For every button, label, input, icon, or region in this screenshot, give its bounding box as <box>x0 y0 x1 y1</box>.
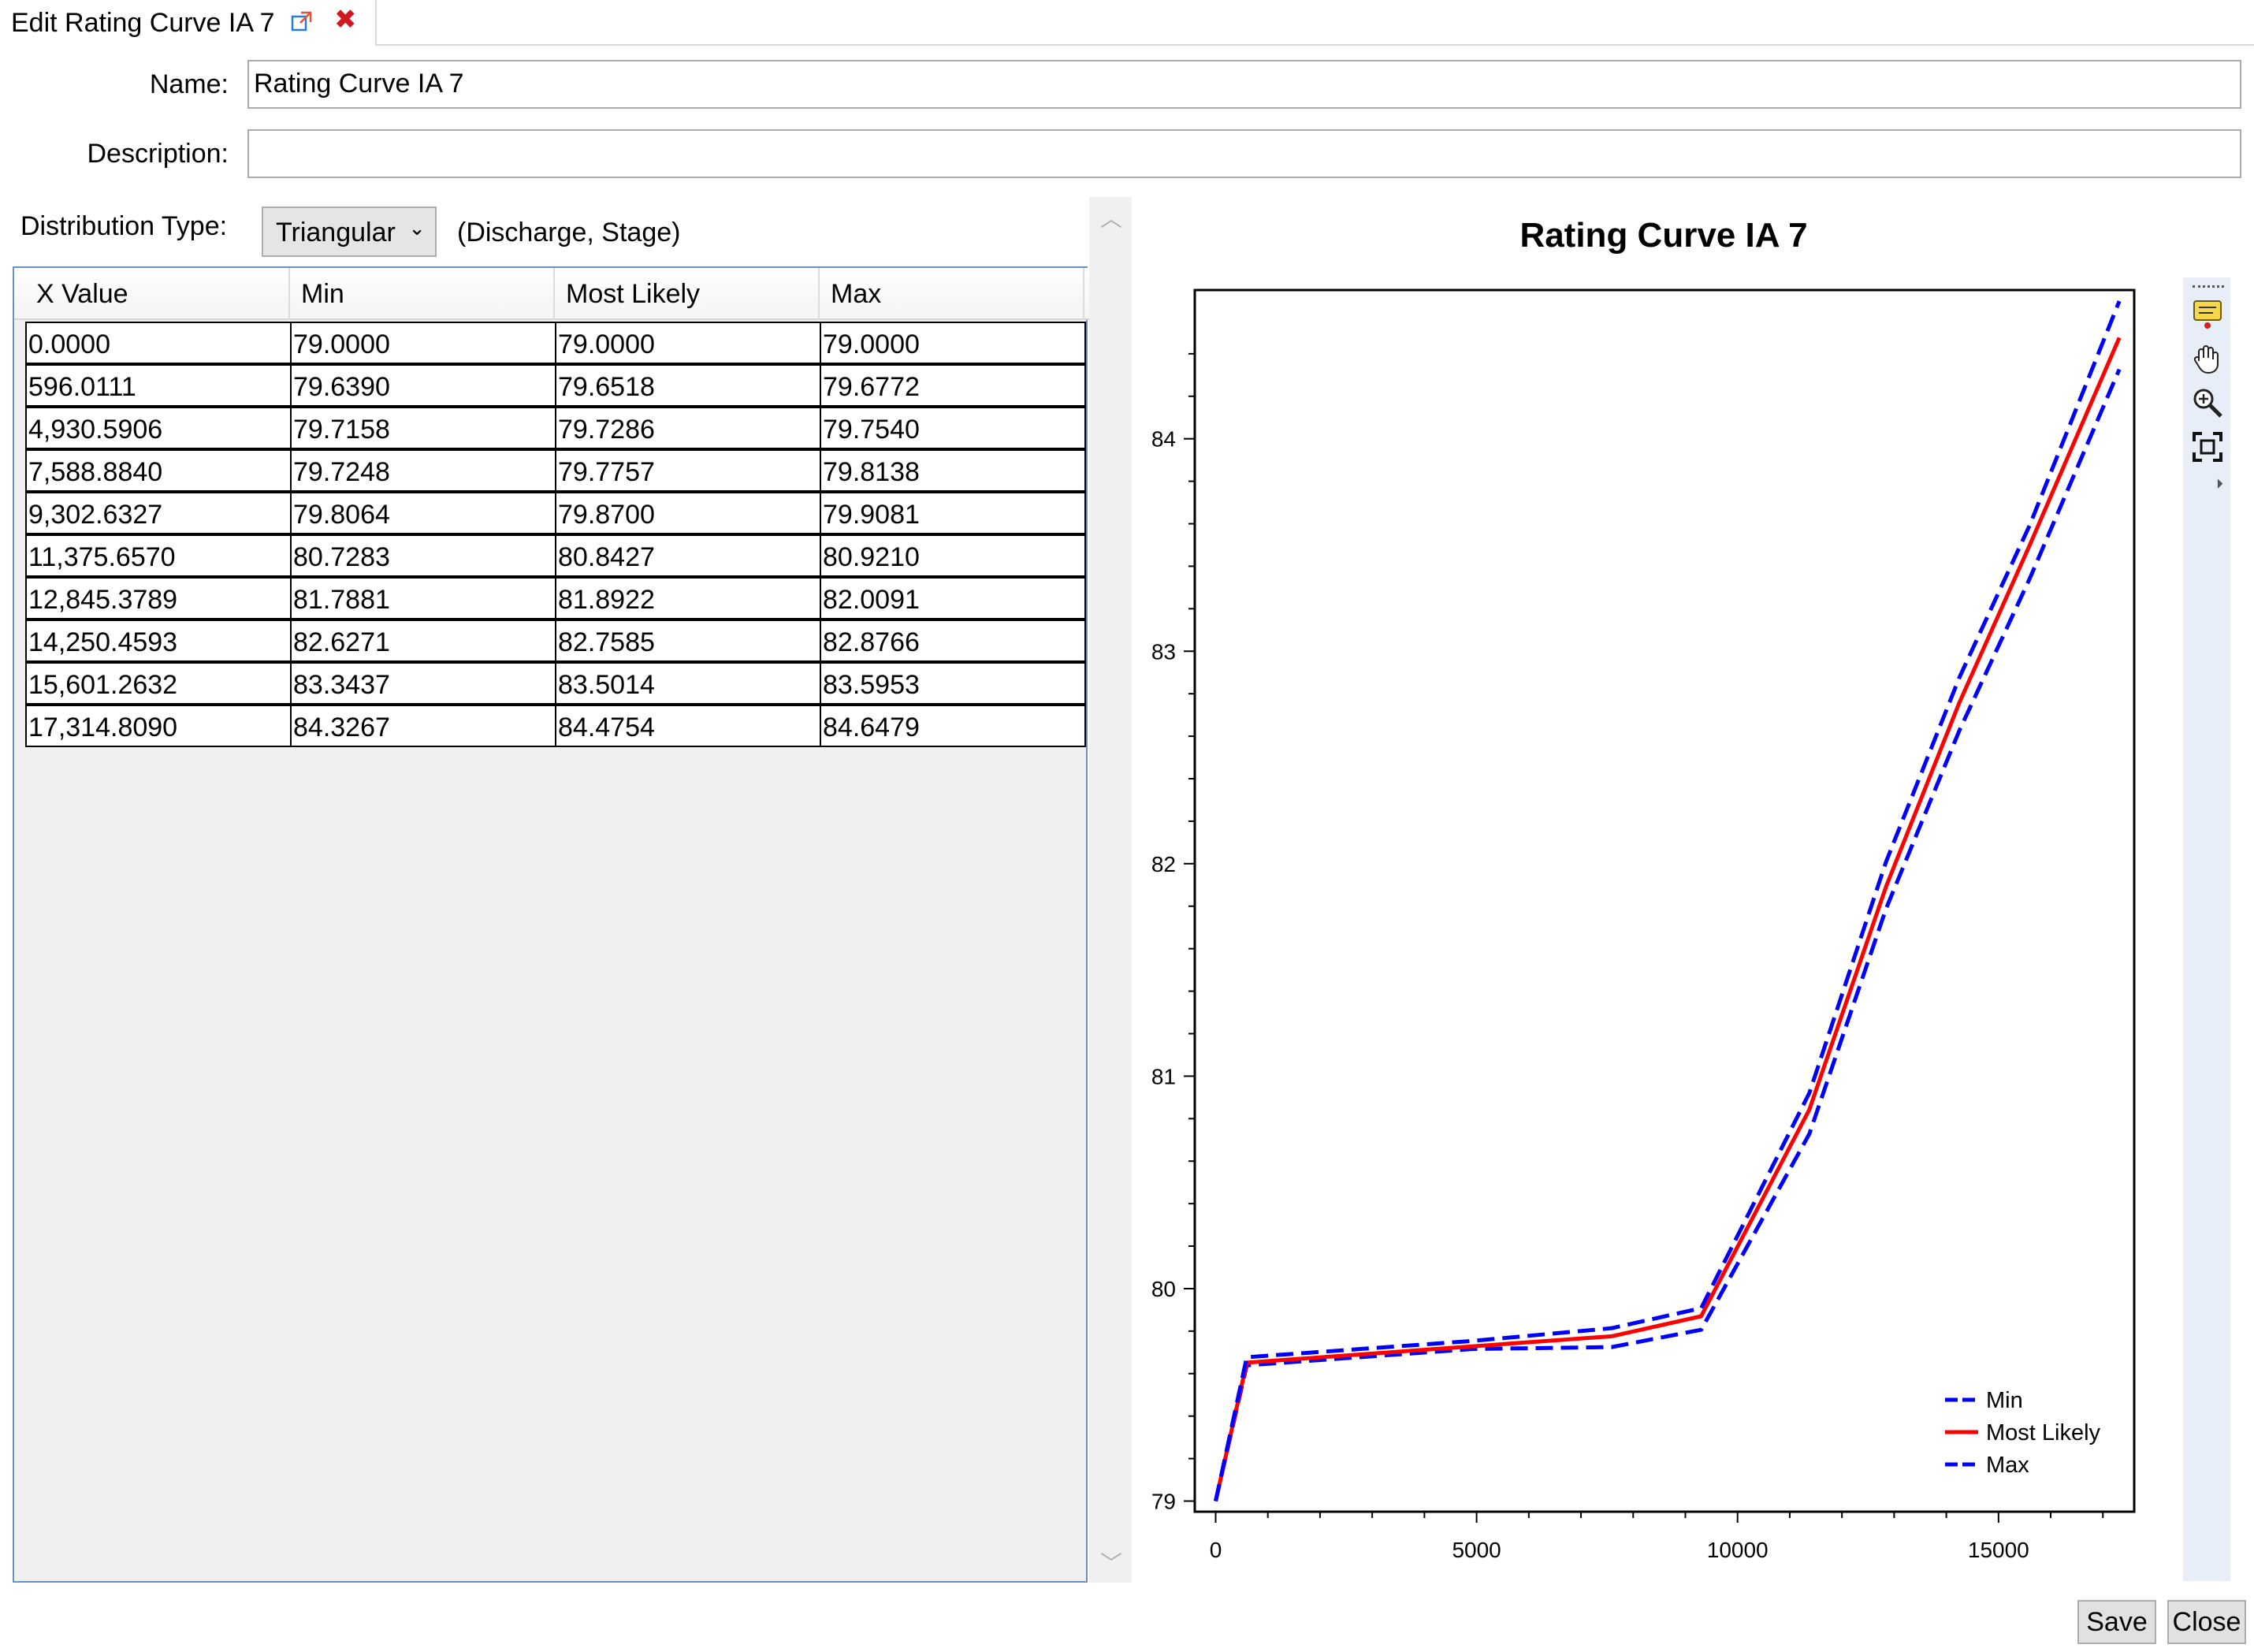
cell-max[interactable]: 79.7540 <box>820 407 1086 449</box>
tab-edit-rating-curve[interactable]: Edit Rating Curve IA 7 ✖ <box>0 0 377 46</box>
table-row[interactable]: 0.0000 79.0000 79.0000 79.0000 <box>14 322 1089 364</box>
zoom-icon[interactable] <box>2191 386 2224 419</box>
cell-min[interactable]: 79.6390 <box>290 364 556 407</box>
column-header-min[interactable]: Min <box>290 268 555 320</box>
legend-label: Most Likely <box>1986 1420 2101 1446</box>
distribution-units-note: (Discharge, Stage) <box>457 218 681 247</box>
table-row[interactable]: 4,930.5906 79.7158 79.7286 79.7540 <box>14 407 1089 449</box>
y-tick-label: 81 <box>1151 1064 1176 1088</box>
cell-max[interactable]: 79.6772 <box>820 364 1086 407</box>
cell-most-likely[interactable]: 80.8427 <box>555 534 821 577</box>
table-row[interactable]: 9,302.6327 79.8064 79.8700 79.9081 <box>14 492 1089 534</box>
cell-min[interactable]: 79.7248 <box>290 449 556 492</box>
scroll-up-icon[interactable]: ︿ <box>1100 206 1123 231</box>
cell-max[interactable]: 82.8766 <box>820 620 1086 662</box>
distribution-type-value: Triangular <box>276 218 396 247</box>
column-header-most-likely[interactable]: Most Likely <box>555 268 820 320</box>
table-row[interactable]: 15,601.2632 83.3437 83.5014 83.5953 <box>14 662 1089 705</box>
y-tick-label: 79 <box>1151 1490 1176 1514</box>
save-button[interactable]: Save <box>2077 1600 2156 1644</box>
toolbar-overflow-icon[interactable]: ⏵ <box>2216 476 2223 492</box>
x-tick-label: 15000 <box>1968 1538 2029 1562</box>
series-line-max <box>1214 300 2122 1502</box>
table-row[interactable]: 596.0111 79.6390 79.6518 79.6772 <box>14 364 1089 407</box>
cell-x-value[interactable]: 7,588.8840 <box>25 449 292 492</box>
cell-max[interactable]: 84.6479 <box>820 705 1086 747</box>
cell-min[interactable]: 79.0000 <box>290 322 556 364</box>
description-label: Description: <box>87 139 229 169</box>
table-header: X Value Min Most Likely Max <box>14 268 1089 320</box>
cell-x-value[interactable]: 14,250.4593 <box>25 620 292 662</box>
annotation-icon[interactable] <box>2191 298 2224 331</box>
cell-min[interactable]: 79.7158 <box>290 407 556 449</box>
cell-min[interactable]: 81.7881 <box>290 577 556 620</box>
cell-x-value[interactable]: 11,375.6570 <box>25 534 292 577</box>
series-line-most-likely <box>1214 337 2122 1502</box>
cell-x-value[interactable]: 596.0111 <box>25 364 292 407</box>
fit-extent-icon[interactable] <box>2191 430 2224 463</box>
vertical-scrollbar[interactable]: ︿ ﹀ <box>1089 197 1132 1583</box>
cell-x-value[interactable]: 17,314.8090 <box>25 705 292 747</box>
legend-label: Max <box>1986 1453 2029 1478</box>
cell-most-likely[interactable]: 79.7757 <box>555 449 821 492</box>
name-label: Name: <box>149 69 229 99</box>
description-input[interactable] <box>247 129 2241 178</box>
cell-max[interactable]: 79.8138 <box>820 449 1086 492</box>
cell-x-value[interactable]: 9,302.6327 <box>25 492 292 534</box>
tab-title: Edit Rating Curve IA 7 <box>11 8 275 38</box>
table-row[interactable]: 7,588.8840 79.7248 79.7757 79.8138 <box>14 449 1089 492</box>
table-row[interactable]: 14,250.4593 82.6271 82.7585 82.8766 <box>14 620 1089 662</box>
cell-most-likely[interactable]: 81.8922 <box>555 577 821 620</box>
cell-most-likely[interactable]: 79.6518 <box>555 364 821 407</box>
x-tick-label: 10000 <box>1707 1538 1769 1562</box>
table-row[interactable]: 11,375.6570 80.7283 80.8427 80.9210 <box>14 534 1089 577</box>
cell-x-value[interactable]: 12,845.3789 <box>25 577 292 620</box>
cell-min[interactable]: 79.8064 <box>290 492 556 534</box>
cell-max[interactable]: 83.5953 <box>820 662 1086 705</box>
distribution-type-select[interactable]: Triangular ⌄ <box>262 206 437 257</box>
y-tick-label: 84 <box>1151 427 1176 452</box>
table-row[interactable]: 12,845.3789 81.7881 81.8922 82.0091 <box>14 577 1089 620</box>
cell-min[interactable]: 80.7283 <box>290 534 556 577</box>
scroll-down-icon[interactable]: ﹀ <box>1100 1551 1123 1576</box>
x-tick-label: 5000 <box>1452 1538 1501 1562</box>
y-tick-label: 83 <box>1151 639 1176 664</box>
cell-max[interactable]: 79.0000 <box>820 322 1086 364</box>
chevron-down-icon: ⌄ <box>408 216 426 240</box>
table-row[interactable]: 17,314.8090 84.3267 84.4754 84.6479 <box>14 705 1089 747</box>
cell-max[interactable]: 82.0091 <box>820 577 1086 620</box>
column-header-max[interactable]: Max <box>820 268 1084 320</box>
y-tick-label: 82 <box>1151 852 1176 876</box>
toolbar-grip <box>2193 285 2224 288</box>
close-button[interactable]: Close <box>2167 1600 2246 1644</box>
cell-x-value[interactable]: 4,930.5906 <box>25 407 292 449</box>
close-tab-icon[interactable]: ✖ <box>334 5 357 35</box>
tab-strip: Edit Rating Curve IA 7 ✖ <box>0 0 2254 46</box>
cell-most-likely[interactable]: 82.7585 <box>555 620 821 662</box>
chart-toolbar: ⏵ <box>2183 277 2230 1581</box>
x-tick-label: 0 <box>1210 1538 1222 1562</box>
cell-most-likely[interactable]: 84.4754 <box>555 705 821 747</box>
chart-title: Rating Curve IA 7 <box>1519 216 1808 255</box>
column-header-x-value[interactable]: X Value <box>25 268 290 320</box>
cell-most-likely[interactable]: 79.0000 <box>555 322 821 364</box>
cell-min[interactable]: 84.3267 <box>290 705 556 747</box>
series-line-min <box>1214 368 2122 1502</box>
cell-max[interactable]: 79.9081 <box>820 492 1086 534</box>
cell-max[interactable]: 80.9210 <box>820 534 1086 577</box>
cell-most-likely[interactable]: 83.5014 <box>555 662 821 705</box>
name-input[interactable]: Rating Curve IA 7 <box>247 60 2241 109</box>
legend-label: Min <box>1986 1388 2023 1413</box>
plot-area <box>1193 288 2136 1513</box>
y-tick-label: 80 <box>1151 1277 1176 1301</box>
pan-hand-icon[interactable] <box>2191 342 2224 375</box>
pop-out-icon[interactable] <box>290 9 314 33</box>
distribution-type-label: Distribution Type: <box>20 211 228 241</box>
cell-min[interactable]: 82.6271 <box>290 620 556 662</box>
cell-most-likely[interactable]: 79.8700 <box>555 492 821 534</box>
rating-curve-table[interactable]: X Value Min Most Likely Max 0.0000 79.000… <box>13 266 1089 1583</box>
